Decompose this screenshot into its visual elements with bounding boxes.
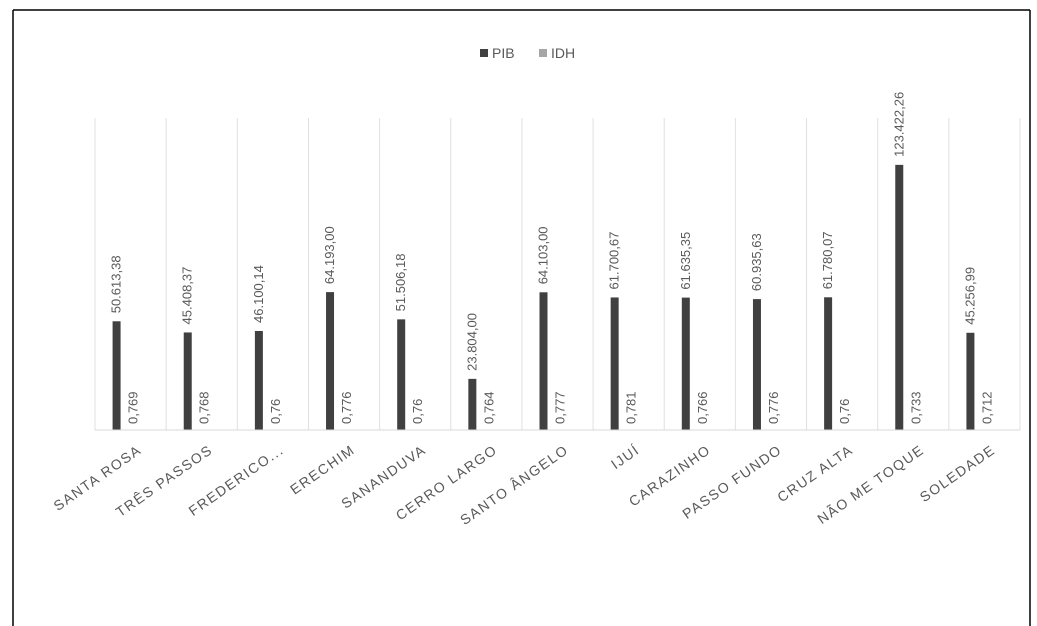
data-label-idh: 0,776 xyxy=(339,391,354,424)
legend-label-idh: IDH xyxy=(551,45,575,61)
bar-pib xyxy=(824,297,833,430)
data-label-idh: 0,776 xyxy=(766,391,781,424)
data-label-idh: 0,769 xyxy=(126,391,141,424)
category-gridlines xyxy=(94,118,1021,430)
bar-pib xyxy=(468,378,477,430)
data-label-pib: 45.256,99 xyxy=(962,267,977,325)
legend-swatch-pib xyxy=(480,49,488,57)
bar-pib xyxy=(610,297,619,430)
data-label-pib: 23.804,00 xyxy=(464,313,479,371)
bar-pib xyxy=(539,292,548,430)
bars xyxy=(112,164,985,430)
legend: PIB IDH xyxy=(480,45,575,61)
data-label-idh: 0,781 xyxy=(624,391,639,424)
data-label-pib: 60.935,63 xyxy=(749,233,764,291)
data-label-idh: 0,766 xyxy=(695,391,710,424)
data-label-pib: 61.780,07 xyxy=(820,231,835,289)
data-label-idh: 0,768 xyxy=(197,391,212,424)
category-tick-label: IJUÍ xyxy=(608,441,642,472)
legend-swatch-idh xyxy=(539,49,547,57)
legend-label-pib: PIB xyxy=(492,45,515,61)
data-label-pib: 51.506,18 xyxy=(393,254,408,312)
bar-pib xyxy=(254,330,263,430)
bar-pib xyxy=(966,332,975,430)
data-label-pib: 64.103,00 xyxy=(536,226,551,284)
data-label-idh: 0,76 xyxy=(837,399,852,424)
bar-pib xyxy=(895,164,904,430)
category-tick-label: ERECHIM xyxy=(287,441,358,497)
data-label-pib: 61.700,67 xyxy=(607,232,622,290)
bar-pib xyxy=(681,297,690,430)
data-label-pib: 46.100,14 xyxy=(251,265,266,323)
bar-pib xyxy=(397,319,406,430)
data-label-idh: 0,76 xyxy=(410,399,425,424)
bar-pib xyxy=(183,332,192,430)
data-label-pib: 64.193,00 xyxy=(322,226,337,284)
data-label-pib: 61.635,35 xyxy=(678,232,693,290)
data-label-idh: 0,733 xyxy=(908,391,923,424)
bar-pib xyxy=(752,299,761,430)
data-label-idh: 0,76 xyxy=(268,399,283,424)
data-label-pib: 123.422,26 xyxy=(891,92,906,157)
data-label-idh: 0,712 xyxy=(979,391,994,424)
bar-pib xyxy=(112,321,121,430)
data-labels: 50.613,38 0,769 45.408,37 0,768 46.100,14 0,7… xyxy=(109,92,995,424)
category-tick-label: SOLEDADE xyxy=(917,441,998,505)
bar-pib xyxy=(326,292,335,430)
data-label-pib: 45.408,37 xyxy=(180,267,195,325)
data-label-idh: 0,777 xyxy=(553,391,568,424)
data-label-idh: 0,764 xyxy=(481,391,496,424)
data-label-pib: 50.613,38 xyxy=(109,255,124,313)
